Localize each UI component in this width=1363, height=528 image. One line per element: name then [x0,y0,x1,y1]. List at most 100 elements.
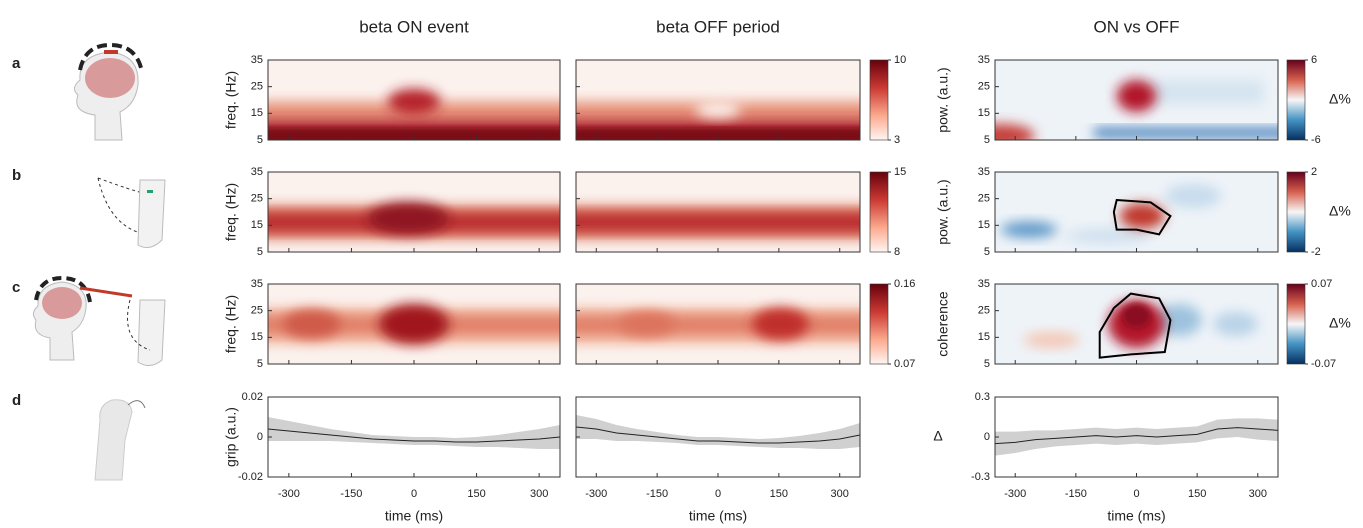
mean-line [994,427,1279,445]
colorbar-tick-label: 0.16 [894,278,915,290]
x-tick-label: 150 [1188,488,1206,500]
colorbar [869,283,889,365]
heat-blob [695,101,741,118]
y-axis-label: freq. (Hz) [223,71,239,129]
heat-blob [752,308,809,340]
x-tick-label: 0 [1133,488,1139,500]
y-tick-label: -0.3 [971,471,990,483]
error-band [576,415,860,449]
contour [1112,198,1172,236]
error-band [995,418,1278,456]
y-tick-label: 35 [251,278,263,290]
row-label: d [12,392,21,409]
x-tick-label: 300 [831,488,849,500]
heatmap [995,172,1278,252]
x-axis-label: time (ms) [385,508,443,524]
heat-patch [1094,128,1278,138]
y-axis-label: Δ [933,428,942,444]
row-label: b [12,167,21,184]
contour [1098,292,1172,359]
heat-blob [1122,304,1151,328]
heatmap [268,60,560,140]
y-tick-label: 25 [251,81,263,93]
y-tick-label: 5 [984,134,990,146]
heat-patch [576,316,860,334]
colorbar [1286,283,1306,365]
heat-blob [618,312,676,336]
y-axis-label: pow. (a.u.) [935,67,951,132]
heat-patch [576,213,860,232]
y-tick-label: 5 [257,358,263,370]
y-axis-label: coherence [935,291,951,357]
heat-blob [1116,80,1157,112]
x-tick-label: 300 [530,488,548,500]
heat-patch [1150,80,1264,104]
y-tick-label: 5 [257,246,263,258]
colorbar [869,59,889,141]
heat-blob [995,124,1035,140]
colorbar-tick-label: 0.07 [1311,278,1332,290]
row-label: a [12,55,21,72]
x-tick-label: 150 [467,488,485,500]
x-tick-label: -150 [646,488,668,500]
x-tick-label: 0 [411,488,417,500]
y-axis-label: freq. (Hz) [223,183,239,241]
x-tick-label: 0 [715,488,721,500]
colorbar-label: Δ% [1329,203,1351,219]
heatmap [576,172,860,252]
heatmap [995,284,1278,364]
y-tick-label: -0.02 [238,471,263,483]
heat-blob [1212,312,1259,336]
colorbar-tick-label: 10 [894,54,906,66]
heat-blob [282,309,341,339]
y-axis-label: freq. (Hz) [223,295,239,353]
y-tick-label: 15 [978,107,990,119]
y-tick-label: 5 [984,358,990,370]
y-tick-label: 5 [984,246,990,258]
icon-grip-d [94,399,146,481]
x-tick-label: -150 [340,488,362,500]
heatmap [268,284,560,364]
heatmap [576,284,860,364]
colorbar-tick-label: 8 [894,246,900,258]
heat-blob [1023,332,1080,348]
column-title: beta ON event [359,17,469,36]
heat-blob [1065,228,1151,244]
colorbar [1286,59,1306,141]
x-axis-label: time (ms) [689,508,747,524]
row-label: c [12,279,20,296]
heat-blob [1164,184,1222,208]
y-tick-label: 0.02 [242,391,263,403]
y-tick-label: 15 [978,331,990,343]
y-axis-label: pow. (a.u.) [935,179,951,244]
y-tick-label: 25 [978,193,990,205]
x-tick-label: -300 [585,488,607,500]
icon-head-arm-c [32,275,166,366]
x-axis-label: time (ms) [1107,508,1165,524]
heat-patch [268,128,560,140]
y-tick-label: 35 [978,278,990,290]
colorbar-label: Δ% [1329,91,1351,107]
icon-head-a [74,42,144,141]
mean-line [575,426,861,444]
column-title: beta OFF period [656,17,780,36]
colorbar-tick-label: -6 [1311,134,1321,146]
y-tick-label: 35 [251,166,263,178]
heatmap [995,60,1278,140]
colorbar [869,171,889,253]
heat-blob [387,88,441,115]
heat-blob [378,304,450,344]
mean-line [267,428,561,443]
y-tick-label: 15 [978,219,990,231]
y-tick-label: 25 [251,193,263,205]
y-tick-label: 15 [251,331,263,343]
y-tick-label: 15 [251,107,263,119]
y-tick-label: 25 [978,81,990,93]
y-tick-label: 15 [251,219,263,231]
y-tick-label: 25 [251,305,263,317]
heat-blob [1000,221,1058,238]
colorbar-tick-label: 0.07 [894,358,915,370]
y-axis-label: grip (a.u.) [223,407,239,467]
colorbar-tick-label: 2 [1311,166,1317,178]
